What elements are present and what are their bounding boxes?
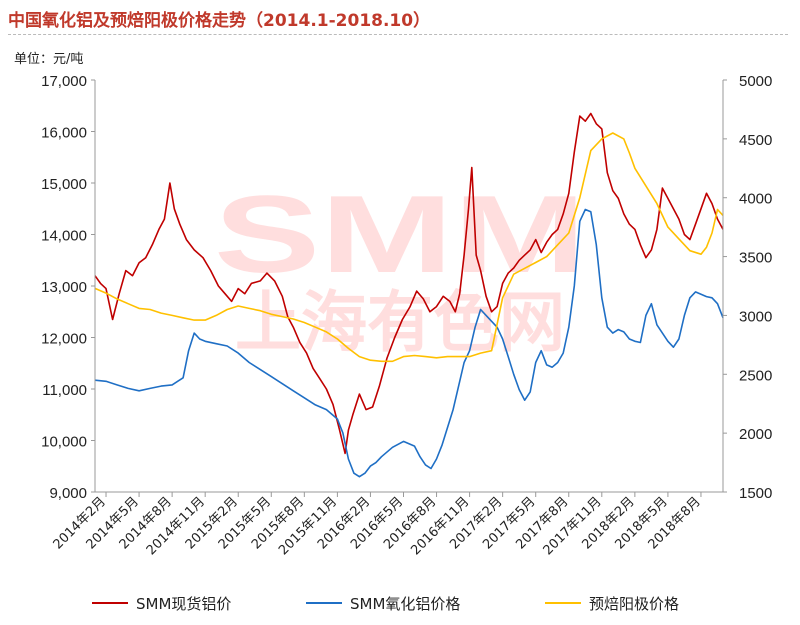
series-line-0: [94, 112, 724, 455]
right-tick-label: 5000: [739, 73, 772, 90]
left-tick-label: 10,000: [41, 434, 87, 451]
right-tick-label: 4000: [739, 191, 772, 208]
left-tick-label: 12,000: [41, 331, 87, 348]
right-tick-labels: 1500 2000 2500 3000 3500 4000 4500 5000: [723, 73, 772, 502]
legend-item-anode: 预焙阳极价格: [545, 592, 679, 614]
legend-item-alumina: SMM氧化铝价格: [306, 592, 460, 614]
page-title: 中国氧化铝及预焙阳极价格走势（2014.1-2018.10）: [8, 11, 431, 31]
right-tick-label: 1500: [739, 485, 772, 502]
watermark-text-1: SMM: [214, 173, 586, 296]
series-layer: [94, 112, 724, 478]
chart: SMM 上海有色网 9,000 10,000 11,000 12,000 13,000 1…: [41, 73, 772, 558]
watermark-text-2: 上海有色网: [235, 284, 565, 361]
legend-swatch-anode: [545, 602, 581, 604]
right-tick-label: 3500: [739, 250, 772, 267]
title-divider: [8, 34, 788, 35]
legend-label-anode: 预焙阳极价格: [589, 594, 680, 613]
watermark: SMM 上海有色网: [214, 173, 586, 361]
right-tick-label: 2000: [739, 426, 772, 443]
x-tick-labels: 2014年2月2014年5月2014年8月2014年11月2015年2月2015…: [51, 492, 704, 558]
legend-item-aluminum: SMM现货铝价: [92, 592, 231, 614]
legend-swatch-aluminum: [92, 602, 128, 604]
right-tick-label: 4500: [739, 132, 772, 149]
legend-swatch-alumina: [306, 602, 342, 604]
left-tick-label: 11,000: [42, 382, 87, 399]
left-tick-label: 15,000: [41, 176, 87, 193]
left-tick-label: 16,000: [41, 125, 87, 142]
series-line-1: [94, 208, 724, 478]
unit-label: 单位：元/吨: [14, 52, 84, 67]
left-tick-label: 14,000: [41, 228, 87, 245]
left-tick-label: 9,000: [49, 485, 87, 502]
left-tick-label: 17,000: [41, 73, 87, 90]
legend-label-aluminum: SMM现货铝价: [136, 594, 232, 613]
series-line-2: [94, 132, 724, 363]
right-tick-label: 2500: [739, 367, 772, 384]
left-tick-labels: 9,000 10,000 11,000 12,000 13,000 14,000 15,00…: [41, 73, 95, 502]
left-tick-label: 13,000: [41, 279, 87, 296]
right-tick-label: 3000: [739, 308, 772, 325]
legend-label-alumina: SMM氧化铝价格: [350, 594, 461, 613]
